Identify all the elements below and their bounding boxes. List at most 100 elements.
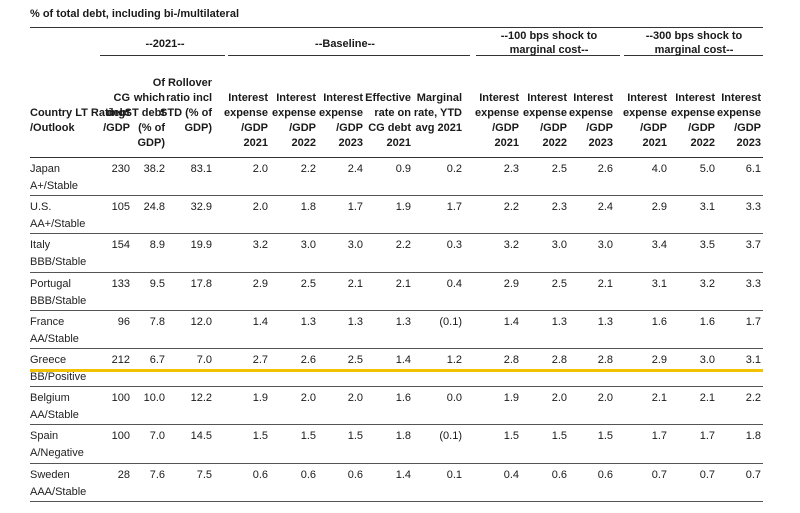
value-cell: 8.9: [149, 239, 165, 252]
value-cell: 2.6: [300, 354, 316, 366]
value-cell: 2.2: [745, 392, 761, 405]
value-cell: 2.1: [699, 392, 715, 405]
value-cell: 0.2: [446, 163, 462, 175]
table-row: Belgium AA/Stable 100 10.0 12.2 1.9 2.0 2.0 1.6 0…: [30, 387, 763, 425]
value-cell: 100: [111, 392, 130, 405]
value-cell: 2.9: [503, 277, 519, 290]
value-cell: 1.6: [651, 315, 667, 328]
value-cell: 1.9: [503, 392, 519, 405]
country-rating: A/Negative: [30, 447, 84, 460]
value-cell: 2.9: [651, 201, 667, 214]
value-cell: 2.9: [651, 354, 667, 366]
row-rule: [30, 386, 763, 388]
country-name: Italy: [30, 239, 51, 252]
row-rule: [30, 233, 763, 235]
country-rating: AA+/Stable: [30, 218, 86, 231]
value-cell: 14.5: [190, 430, 212, 443]
value-cell: 6.1: [745, 163, 761, 175]
country-cell: Sweden AAA/Stable: [30, 467, 130, 501]
value-cell: 0.7: [699, 468, 715, 481]
value-cell: 0.3: [446, 239, 462, 252]
value-cell: 2.0: [597, 392, 613, 405]
value-cell: 0.4: [446, 277, 462, 290]
value-cell: 3.2: [699, 277, 715, 290]
country-cell: Portugal BBB/Stable: [30, 276, 130, 310]
column-header-2: Of which ST debt (% of GDP): [124, 77, 165, 149]
value-cell: 1.4: [395, 354, 411, 366]
value-cell: 105: [111, 201, 130, 214]
country-cell: Spain A/Negative: [30, 428, 130, 462]
country-rating: BBB/Stable: [30, 294, 87, 307]
column-header-1: CG debt /GDP: [103, 92, 130, 134]
value-cell: 2.5: [300, 277, 316, 290]
value-cell: 2.8: [503, 354, 519, 366]
value-cell: 1.4: [503, 315, 519, 328]
group-baseline: --Baseline--: [315, 38, 375, 50]
row-rule: [30, 500, 763, 502]
value-cell: 3.1: [745, 354, 761, 366]
country-cell: France AA/Stable: [30, 314, 130, 348]
country-cell: U.S. AA+/Stable: [30, 199, 130, 233]
country-name: Sweden: [30, 468, 70, 481]
group-100bps-rule: [476, 55, 620, 56]
value-cell: 2.0: [252, 163, 268, 175]
value-cell: 0.7: [745, 468, 761, 481]
value-cell: 1.8: [745, 430, 761, 443]
column-header-14: Interest expense /GDP 2023: [716, 92, 761, 149]
value-cell: 2.1: [597, 277, 613, 290]
value-cell: 1.4: [252, 315, 268, 328]
country-name: Belgium: [30, 392, 70, 405]
value-cell: 1.6: [699, 315, 715, 328]
group-100bps: --100 bps shock to marginal cost--: [500, 30, 598, 56]
value-cell: 2.2: [503, 201, 519, 214]
value-cell: 3.0: [699, 354, 715, 366]
value-cell: 19.9: [190, 239, 212, 252]
value-cell: 0.7: [651, 468, 667, 481]
group-baseline-rule: [228, 55, 470, 56]
value-cell: 0.6: [597, 468, 613, 481]
table-row: Italy BBB/Stable 154 8.9 19.9 3.2 3.0 3.0 2.2 0.3…: [30, 234, 763, 272]
value-cell: 3.1: [651, 277, 667, 290]
value-cell: 3.2: [252, 239, 268, 252]
table-row: Sweden AAA/Stable 28 7.6 7.5 0.6 0.6 0.6 1.4 0.1 0…: [30, 464, 763, 502]
value-cell: 1.6: [395, 392, 411, 405]
value-cell: 7.8: [149, 315, 165, 328]
value-cell: 212: [111, 354, 130, 366]
value-cell: 1.7: [446, 201, 462, 214]
value-cell: 1.2: [446, 354, 462, 366]
value-cell: 6.7: [149, 354, 165, 366]
value-cell: 2.2: [395, 239, 411, 252]
value-cell: 12.2: [190, 392, 212, 405]
value-cell: 0.9: [395, 163, 411, 175]
table-top-rule: [30, 27, 763, 28]
value-cell: 0.6: [347, 468, 363, 481]
value-cell: 1.3: [597, 315, 613, 328]
value-cell: 1.7: [699, 430, 715, 443]
value-cell: 1.5: [551, 430, 567, 443]
value-cell: 2.2: [300, 163, 316, 175]
value-cell: 28: [117, 468, 130, 481]
value-cell: 2.5: [347, 354, 363, 366]
value-cell: 7.6: [149, 468, 165, 481]
row-rule: [30, 271, 763, 273]
table-row: U.S. AA+/Stable 105 24.8 32.9 2.0 1.8 1.7 1.9 1.7…: [30, 196, 763, 234]
group-300bps-rule: [624, 55, 763, 56]
value-cell: 1.3: [347, 315, 363, 328]
column-header-5: Interest expense /GDP 2022: [271, 92, 316, 149]
value-cell: 3.2: [503, 239, 519, 252]
value-cell: 2.3: [503, 163, 519, 175]
value-cell: 133: [111, 277, 130, 290]
value-cell: 2.8: [551, 354, 567, 366]
value-cell: 0.6: [252, 468, 268, 481]
table-caption: % of total debt, including bi-/multilate…: [30, 8, 239, 20]
column-header-9: Interest expense /GDP 2021: [474, 92, 519, 149]
country-name: Japan: [30, 163, 60, 175]
highlight-underline: [30, 369, 763, 372]
column-header-13: Interest expense /GDP 2022: [670, 92, 715, 149]
value-cell: 4.0: [651, 163, 667, 175]
value-cell: 7.5: [196, 468, 212, 481]
value-cell: 1.9: [252, 392, 268, 405]
value-cell: 5.0: [699, 163, 715, 175]
group-2021-rule: [100, 55, 225, 56]
value-cell: 2.9: [252, 277, 268, 290]
